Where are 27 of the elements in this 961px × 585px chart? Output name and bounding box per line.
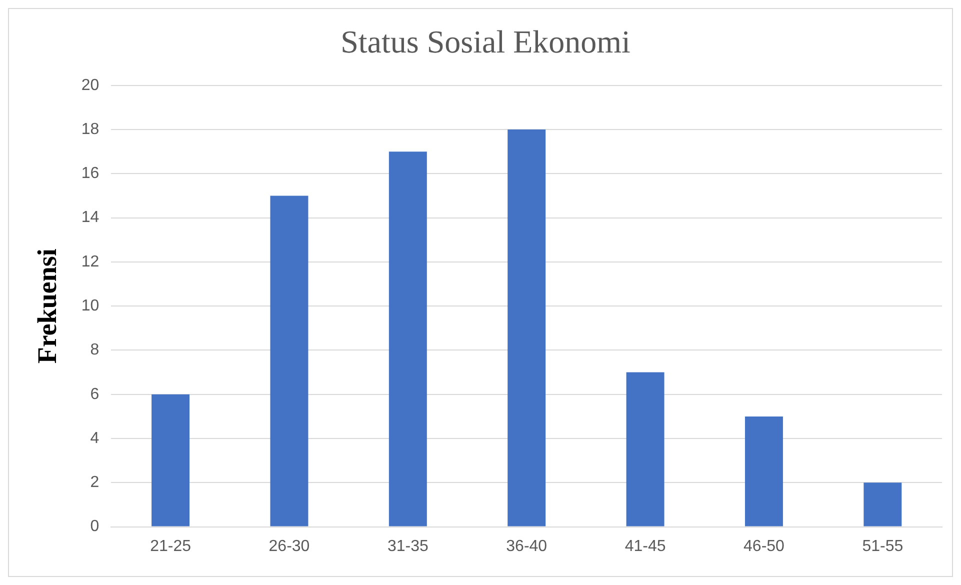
- x-tick-label: 36-40: [506, 538, 548, 555]
- y-tick-label: 16: [81, 165, 100, 182]
- bar: [626, 372, 664, 526]
- bar: [152, 394, 190, 526]
- x-tick-label: 21-25: [150, 538, 192, 555]
- y-tick-label: 18: [81, 120, 100, 138]
- y-tick-label: 0: [90, 518, 100, 536]
- bar: [744, 416, 783, 526]
- bar: [270, 196, 308, 526]
- y-tick-label: 2: [90, 474, 100, 492]
- y-tick-label: 10: [81, 298, 100, 315]
- y-tick-label: 14: [81, 209, 100, 226]
- x-tick-label: 41-45: [624, 538, 666, 555]
- chart-title: Status Sosial Ekonomi: [340, 24, 631, 60]
- bar: [508, 130, 546, 526]
- y-tick-label: 20: [81, 76, 100, 94]
- x-tick-label: 26-30: [268, 538, 310, 555]
- x-tick-label: 51-55: [862, 538, 904, 555]
- y-tick-label: 4: [90, 430, 100, 447]
- x-tick-label: 31-35: [387, 538, 428, 555]
- x-tick-label: 46-50: [744, 538, 785, 555]
- y-tick-label: 12: [81, 253, 100, 270]
- y-axis-title: Frekuensi: [32, 248, 62, 364]
- y-tick-label: 6: [90, 386, 100, 403]
- y-tick-label: 8: [90, 342, 100, 359]
- bar: [864, 482, 902, 526]
- bar: [388, 152, 427, 526]
